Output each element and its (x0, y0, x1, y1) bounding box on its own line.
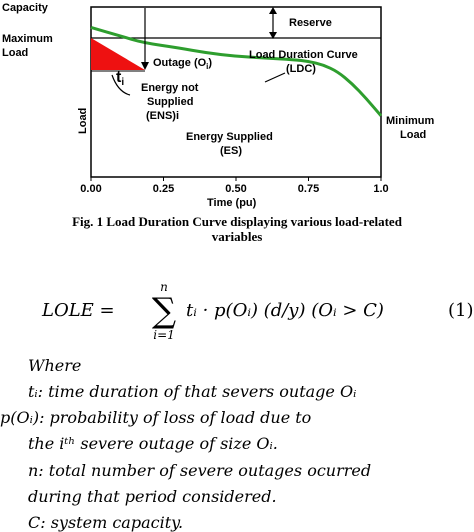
text-line-ti: tᵢ: time duration of that severs outage … (28, 382, 357, 401)
ens-label-1: Energy not (141, 82, 199, 94)
caption-line-2: variables (211, 229, 263, 244)
ldc-label-2: (LDC) (286, 63, 316, 75)
ens-label-3: (ENS)i (146, 110, 179, 122)
es-label-2: (ES) (220, 145, 242, 157)
sum-upper: n (160, 280, 168, 294)
ldc-label-1: Load Duration Curve (249, 49, 358, 61)
ens-triangle (91, 38, 145, 70)
text-line-c: C: system capacity. (28, 513, 184, 532)
text-line-n: n: total number of severe outages ocurre… (28, 461, 372, 480)
reserve-arrowhead-bottom (269, 32, 277, 39)
max-load-label-1: Maximum (2, 33, 53, 45)
x-tick-label: 0.75 (298, 183, 319, 195)
reserve-label: Reserve (289, 17, 332, 29)
ti-pointer (111, 74, 131, 96)
equation-lhs: LOLE = (42, 300, 115, 321)
capacity-label: Capacity (2, 2, 49, 14)
outage-label: Outage (Oi) (153, 57, 212, 71)
text-line-ith: the iᵗʰ severe outage of size Oᵢ. (28, 434, 278, 453)
reserve-arrowhead-top (269, 7, 277, 14)
outage-arrowhead (141, 62, 149, 70)
max-load-label-2: Load (2, 47, 28, 59)
ens-label-2: Supplied (147, 96, 193, 108)
x-tick-label: 1.0 (373, 183, 388, 195)
es-label-1: Energy Supplied (186, 131, 273, 143)
text-line-poi: p(Oᵢ): probability of loss of load due t… (0, 408, 312, 427)
ldc-pointer (264, 72, 286, 83)
text-line-where: Where (28, 356, 82, 375)
figure-caption: Fig. 1 Load Duration Curve displaying va… (20, 214, 454, 244)
x-tick-label: 0.00 (80, 183, 101, 195)
text-line-period: during that period considered. (28, 487, 277, 506)
equation-rhs: tᵢ · p(Oᵢ) (d/y) (Oᵢ > C) (186, 300, 384, 321)
sum-lower: i=1 (153, 328, 175, 342)
min-load-label-2: Load (400, 129, 426, 141)
sigma-symbol: ∑ (151, 291, 177, 331)
x-axis-label: Time (pu) (207, 197, 257, 209)
load-duration-curve-figure: Capacity Reserve Maximum Load Outage (Oi… (2, 2, 434, 209)
ldc-series-line (90, 25, 383, 117)
x-tick-label: 0.50 (225, 183, 246, 195)
x-tick-label: 0.25 (153, 183, 174, 195)
ti-label: ti (116, 69, 124, 88)
y-axis-label: Load (77, 108, 89, 134)
summation: n ∑ i=1 (144, 280, 184, 342)
min-load-label-1: Minimum (386, 115, 434, 127)
caption-line-1: Fig. 1 Load Duration Curve displaying va… (72, 214, 402, 229)
equation-number: (1) (448, 300, 474, 321)
